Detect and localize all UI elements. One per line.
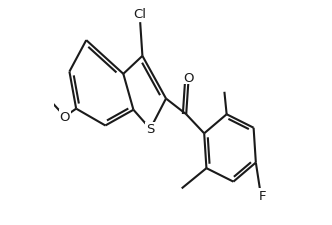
Text: O: O bbox=[183, 71, 194, 84]
Text: Cl: Cl bbox=[134, 8, 147, 20]
Text: O: O bbox=[60, 110, 70, 124]
Text: S: S bbox=[146, 123, 154, 136]
Text: F: F bbox=[259, 189, 266, 202]
